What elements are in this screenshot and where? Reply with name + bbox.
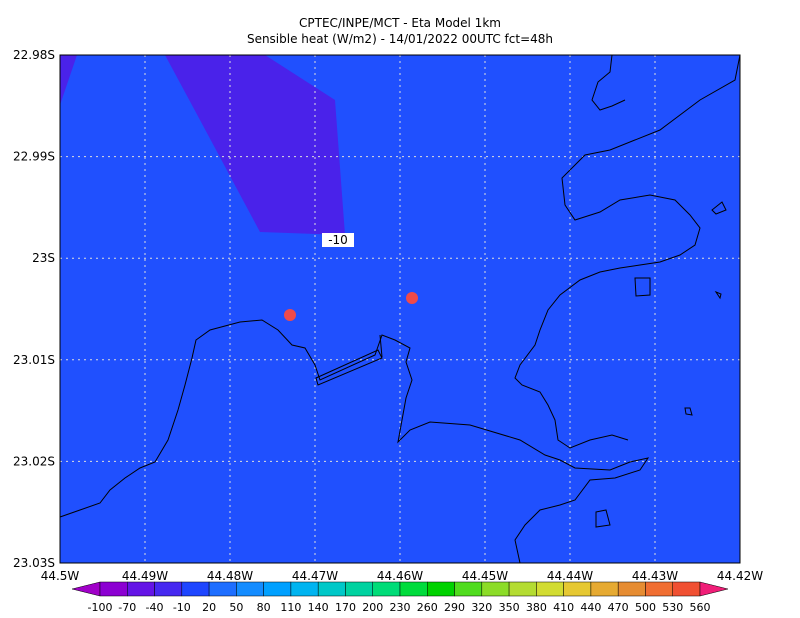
station-marker [406, 292, 418, 304]
colorbar-label: 410 [553, 601, 574, 614]
contour-region [60, 55, 77, 105]
x-tick-label: 44.44W [547, 569, 593, 583]
x-tick-label: 44.48W [207, 569, 253, 583]
colorbar-label: 380 [526, 601, 547, 614]
colorbar-segment [154, 581, 183, 597]
colorbar-segment [672, 581, 701, 597]
colorbar-segment [99, 581, 128, 597]
grid [60, 55, 740, 563]
colorbar-segment [263, 581, 292, 597]
colorbar-segment [454, 581, 483, 597]
colorbar-label: 560 [690, 601, 711, 614]
colorbar-segment [127, 581, 155, 597]
colorbar-segment [372, 581, 401, 597]
x-tick-label: 44.42W [717, 569, 763, 583]
x-tick-label: 44.5W [41, 569, 80, 583]
y-tick-label: 23.03S [13, 556, 55, 570]
colorbar-label: -100 [88, 601, 113, 614]
colorbar-label: 350 [499, 601, 520, 614]
colorbar-segment [645, 581, 673, 597]
colorbar-label: 500 [635, 601, 656, 614]
colorbar-segment [181, 581, 210, 597]
colorbar-label: 80 [257, 601, 271, 614]
y-tick-label: 22.99S [13, 150, 55, 164]
colorbar-label: -40 [146, 601, 164, 614]
colorbar-segment [290, 581, 319, 597]
x-tick-label: 44.47W [292, 569, 338, 583]
colorbar-label: 290 [444, 601, 465, 614]
colorbar-segment [208, 581, 237, 597]
contour-label: -10 [328, 233, 348, 247]
colorbar-segment [481, 581, 510, 597]
axis-labels: 44.5W 44.49W 44.48W 44.47W 44.46W 44.45W 44.44… [13, 48, 763, 583]
colorbar-segment [236, 581, 264, 597]
colorbar-arrow [699, 581, 729, 597]
x-tick-label: 44.46W [377, 569, 423, 583]
y-tick-label: 22.98S [13, 48, 55, 62]
colorbar-label: 170 [335, 601, 356, 614]
colorbar-label: 200 [362, 601, 383, 614]
coastline [59, 54, 741, 564]
colorbar: -100 -70 -40 -10 20 50 80 110 140 170 200 230 260 290… [71, 581, 729, 614]
x-tick-label: 44.45W [462, 569, 508, 583]
y-tick-label: 23S [32, 251, 55, 265]
colorbar-segment [399, 581, 428, 597]
colorbar-segment [345, 581, 373, 597]
subtitle: Sensible heat (W/m2) - 14/01/2022 00UTC … [247, 32, 553, 46]
colorbar-label: -10 [173, 601, 191, 614]
colorbar-label: 20 [202, 601, 216, 614]
colorbar-label: 260 [417, 601, 438, 614]
colorbar-label: -70 [118, 601, 136, 614]
colorbar-label: 140 [308, 601, 329, 614]
colorbar-segment [563, 581, 592, 597]
colorbar-segment [590, 581, 619, 597]
colorbar-label: 440 [580, 601, 601, 614]
title: CPTEC/INPE/MCT - Eta Model 1km [299, 16, 501, 30]
contour-label-box [322, 233, 354, 247]
colorbar-segment [617, 581, 646, 597]
plot-frame [59, 54, 741, 564]
x-tick-label: 44.49W [122, 569, 168, 583]
colorbar-label: 470 [608, 601, 629, 614]
y-tick-label: 23.01S [13, 353, 55, 367]
colorbar-segment [317, 581, 346, 597]
contour-region [165, 55, 345, 235]
x-tick-label: 44.43W [632, 569, 678, 583]
colorbar-segment [427, 581, 455, 597]
colorbar-label: 320 [471, 601, 492, 614]
colorbar-label: 530 [662, 601, 683, 614]
y-tick-label: 23.02S [13, 454, 55, 468]
colorbar-label: 50 [229, 601, 243, 614]
station-marker [284, 309, 296, 321]
colorbar-label: 110 [280, 601, 301, 614]
colorbar-label: 230 [390, 601, 411, 614]
colorbar-segment [508, 581, 537, 597]
colorbar-segment [536, 581, 564, 597]
colorbar-arrow [71, 581, 101, 597]
